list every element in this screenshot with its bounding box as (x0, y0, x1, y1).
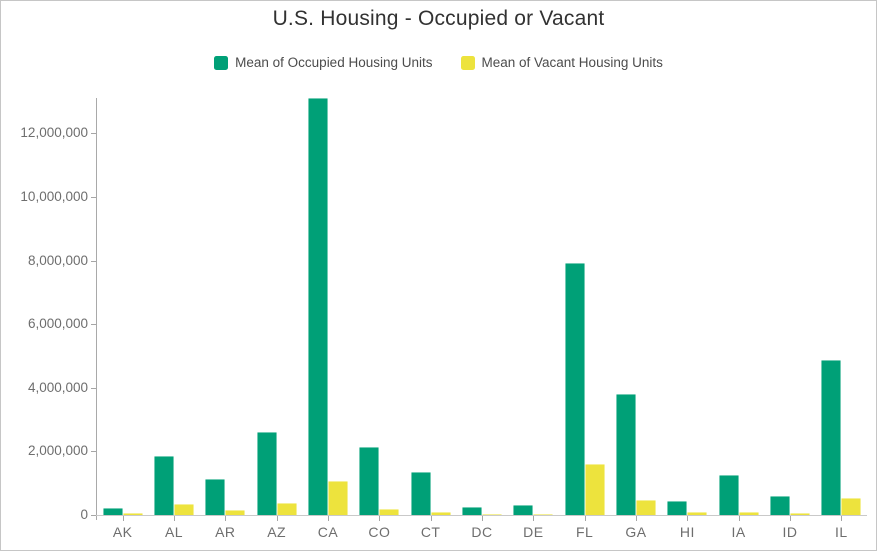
x-axis-tick (328, 516, 329, 521)
x-axis-label-CA: CA (317, 524, 339, 540)
y-axis-label: 8,000,000 (27, 252, 88, 268)
x-axis-label-FL: FL (575, 524, 594, 540)
y-axis-tick (91, 451, 96, 453)
bar-vacant-IL[interactable] (841, 498, 862, 515)
y-axis-tick (91, 197, 96, 198)
bar-occupied-AR[interactable] (205, 479, 226, 515)
bar-vacant-AZ[interactable] (276, 502, 297, 515)
chart-title: U.S. Housing - Occupied or Vacant (272, 7, 605, 30)
x-axis-label-HI: HI (679, 524, 695, 540)
x-axis-tick (225, 516, 227, 521)
bar-occupied-AL[interactable] (154, 455, 174, 515)
vacant-swatch-icon (460, 55, 475, 70)
y-axis-label: 10,000,000 (20, 189, 88, 204)
bar-occupied-DC[interactable] (462, 507, 482, 515)
bar-vacant-ID[interactable] (790, 512, 810, 515)
y-axis-tick (91, 260, 96, 262)
x-axis-line (96, 515, 867, 516)
x-axis-label-DE: DE (523, 524, 544, 540)
bar-occupied-IA[interactable] (718, 474, 739, 515)
bar-vacant-HI[interactable] (687, 512, 708, 515)
y-axis-tick (91, 387, 96, 389)
bar-vacant-DE[interactable] (533, 513, 554, 515)
bar-occupied-GA[interactable] (616, 394, 636, 515)
x-axis-tick (533, 516, 535, 521)
x-axis-tick (687, 516, 689, 521)
x-axis-label-CO: CO (368, 524, 391, 540)
x-axis-label-AZ: AZ (267, 524, 287, 540)
legend-label: Mean of Vacant Housing Units (481, 55, 663, 70)
y-axis-line (96, 98, 97, 520)
x-axis-tick (482, 516, 483, 521)
x-axis-tick (790, 516, 791, 521)
x-axis-tick (174, 516, 175, 521)
y-axis-label: 6,000,000 (27, 316, 88, 332)
bar-vacant-CA[interactable] (328, 480, 348, 515)
bar-occupied-HI[interactable] (667, 501, 688, 515)
y-axis-label: 12,000,000 (20, 125, 88, 141)
x-axis-tick (636, 516, 637, 521)
y-axis-label: 0 (80, 507, 88, 522)
bar-vacant-DC[interactable] (482, 514, 502, 515)
bar-vacant-AK[interactable] (122, 512, 143, 515)
x-axis-tick (841, 516, 843, 521)
x-axis-label-AL: AL (164, 524, 184, 540)
x-axis-label-DC: DC (471, 524, 493, 540)
x-axis-tick (430, 516, 432, 521)
x-axis-label-IL: IL (834, 524, 848, 540)
legend-label: Mean of Occupied Housing Units (235, 55, 433, 70)
bar-occupied-CO[interactable] (359, 446, 380, 515)
x-axis-tick (122, 516, 124, 521)
bar-vacant-GA[interactable] (636, 500, 656, 515)
bar-vacant-CT[interactable] (430, 511, 451, 515)
bar-vacant-IA[interactable] (738, 511, 759, 515)
bar-vacant-AL[interactable] (174, 503, 194, 515)
x-axis-label-AR: AR (215, 524, 236, 540)
bar-occupied-CA[interactable] (308, 98, 328, 515)
x-axis-label-CT: CT (420, 524, 441, 540)
bar-vacant-FL[interactable] (584, 464, 605, 515)
x-axis-tick (738, 516, 740, 521)
bar-occupied-ID[interactable] (770, 495, 790, 515)
x-axis-tick (584, 516, 586, 521)
x-axis-tick (379, 516, 381, 521)
x-axis-label-IA: IA (731, 524, 746, 540)
y-axis-label: 2,000,000 (27, 443, 88, 459)
bar-occupied-DE[interactable] (513, 504, 534, 515)
x-axis-label-GA: GA (625, 524, 647, 540)
bar-vacant-AR[interactable] (225, 509, 246, 515)
bar-occupied-CT[interactable] (410, 472, 431, 515)
y-axis-tick (91, 515, 96, 516)
bar-occupied-FL[interactable] (564, 263, 585, 515)
legend-item-occupied[interactable]: Mean of Occupied Housing Units (214, 55, 433, 70)
bar-occupied-AK[interactable] (102, 508, 123, 515)
occupied-swatch-icon (214, 55, 229, 70)
x-axis-tick (276, 516, 278, 521)
bar-occupied-AZ[interactable] (256, 431, 277, 515)
y-axis-label: 4,000,000 (27, 379, 88, 395)
y-axis-tick (91, 133, 96, 135)
legend: Mean of Occupied Housing Units Mean of Va… (1, 55, 876, 70)
y-axis-tick (91, 324, 96, 326)
legend-item-vacant[interactable]: Mean of Vacant Housing Units (460, 55, 663, 70)
bar-vacant-CO[interactable] (379, 508, 400, 515)
bar-occupied-IL[interactable] (821, 360, 842, 515)
x-axis-label-ID: ID (782, 524, 798, 540)
x-axis-label-AK: AK (112, 524, 133, 540)
